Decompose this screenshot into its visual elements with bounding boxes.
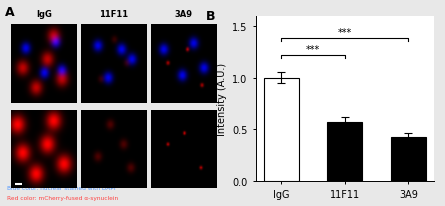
Text: B: B (206, 10, 215, 23)
Text: A: A (4, 6, 14, 19)
Text: Red color: mCherry-fused α-synuclein: Red color: mCherry-fused α-synuclein (7, 195, 118, 200)
Bar (328, 123, 362, 181)
Text: 11F11: 11F11 (99, 10, 129, 19)
Text: 3A9: 3A9 (175, 10, 193, 19)
Text: ***: *** (338, 28, 352, 38)
Text: ***: *** (306, 45, 320, 55)
Text: IgG: IgG (36, 10, 52, 19)
Text: Blue color: nuclear stained with DAPI: Blue color: nuclear stained with DAPI (7, 185, 116, 190)
Bar (391, 137, 426, 181)
Bar (264, 78, 299, 181)
Y-axis label: Intensity (A.U.): Intensity (A.U.) (217, 62, 227, 135)
